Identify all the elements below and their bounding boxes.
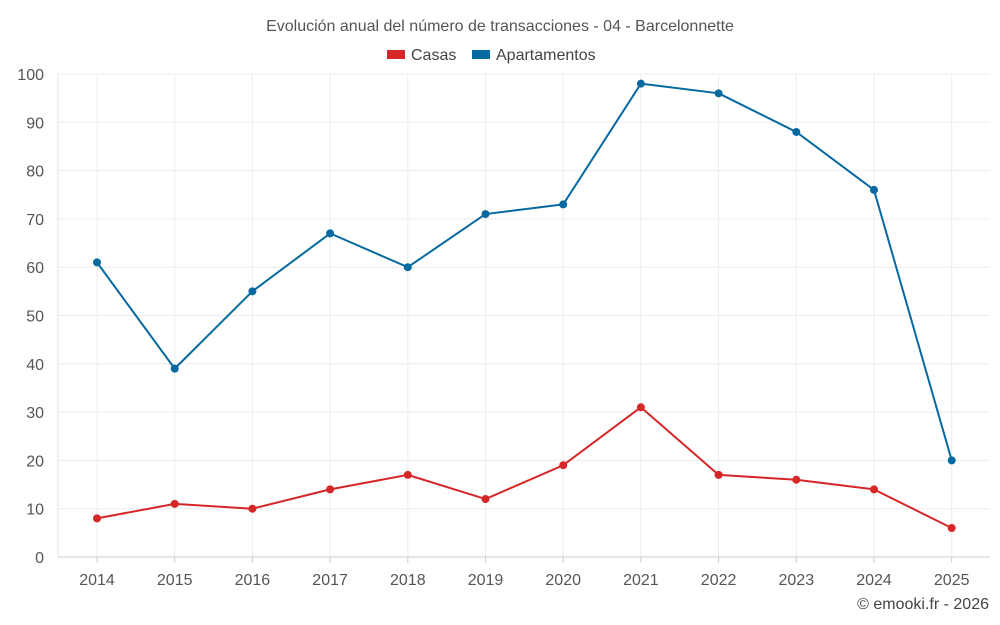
x-tick-label: 2017 xyxy=(312,572,348,589)
x-tick-label: 2019 xyxy=(468,572,504,589)
grid xyxy=(58,73,990,558)
data-point-casas[interactable] xyxy=(170,499,179,508)
y-tick-label: 60 xyxy=(26,260,44,277)
data-point-casas[interactable] xyxy=(326,485,335,494)
axes: 0 10 20 30 40 50 60 70 80 90 100 2014 2015 2016 2017 20… xyxy=(17,67,990,589)
y-tick-label: 90 xyxy=(26,115,44,132)
series-apartamentos xyxy=(93,79,956,465)
x-tick-label: 2024 xyxy=(856,572,892,589)
x-tick-label: 2014 xyxy=(79,572,115,589)
data-point-casas[interactable] xyxy=(714,470,723,479)
x-tick-label: 2018 xyxy=(390,572,426,589)
data-point-casas[interactable] xyxy=(636,403,645,412)
series-casas xyxy=(93,403,956,533)
data-point-apartamentos[interactable] xyxy=(792,127,801,136)
y-tick-label: 50 xyxy=(26,309,44,326)
y-tick-label: 30 xyxy=(26,405,44,422)
x-tick-label: 2022 xyxy=(701,572,737,589)
data-point-casas[interactable] xyxy=(792,475,801,484)
data-point-apartamentos[interactable] xyxy=(870,185,878,194)
series-line-casas xyxy=(96,406,953,529)
data-point-apartamentos[interactable] xyxy=(326,229,335,238)
x-tick-label: 2021 xyxy=(623,572,659,589)
x-tick-label: 2020 xyxy=(545,572,581,589)
legend-label-casas[interactable]: Casas xyxy=(411,47,456,64)
data-point-apartamentos[interactable] xyxy=(714,89,723,98)
data-point-casas[interactable] xyxy=(481,495,490,504)
credit-text: © emooki.fr - 2026 xyxy=(857,596,989,613)
series xyxy=(93,79,956,533)
y-tick-label: 80 xyxy=(26,164,44,181)
y-tick-label: 40 xyxy=(26,357,44,374)
y-tick-label: 0 xyxy=(35,550,44,567)
data-point-casas[interactable] xyxy=(870,485,878,494)
legend-label-apartamentos[interactable]: Apartamentos xyxy=(496,47,596,64)
data-point-casas[interactable] xyxy=(93,514,101,523)
data-point-apartamentos[interactable] xyxy=(947,456,956,465)
data-point-apartamentos[interactable] xyxy=(636,79,645,88)
chart-title: Evolución anual del número de transaccio… xyxy=(266,18,734,35)
x-tick-label: 2023 xyxy=(779,572,815,589)
data-point-apartamentos[interactable] xyxy=(403,263,412,272)
y-tick-label: 20 xyxy=(26,453,44,470)
y-tick-label: 100 xyxy=(17,67,44,84)
x-tick-label: 2025 xyxy=(934,572,970,589)
data-point-casas[interactable] xyxy=(559,461,568,470)
data-point-apartamentos[interactable] xyxy=(559,200,568,209)
y-tick-label: 70 xyxy=(26,212,44,229)
legend-swatch-apartamentos xyxy=(472,50,490,59)
data-point-casas[interactable] xyxy=(248,504,257,513)
legend: Casas Apartamentos xyxy=(387,47,596,64)
data-point-casas[interactable] xyxy=(947,524,956,533)
legend-swatch-casas xyxy=(387,50,405,59)
series-line-apartamentos xyxy=(96,82,953,461)
data-point-apartamentos[interactable] xyxy=(93,258,101,267)
x-tick-label: 2016 xyxy=(235,572,271,589)
data-point-apartamentos[interactable] xyxy=(481,210,490,219)
data-point-casas[interactable] xyxy=(403,470,412,479)
x-tick-label: 2015 xyxy=(157,572,193,589)
data-point-apartamentos[interactable] xyxy=(170,364,179,373)
y-tick-label: 10 xyxy=(26,502,44,519)
data-point-apartamentos[interactable] xyxy=(248,287,257,296)
